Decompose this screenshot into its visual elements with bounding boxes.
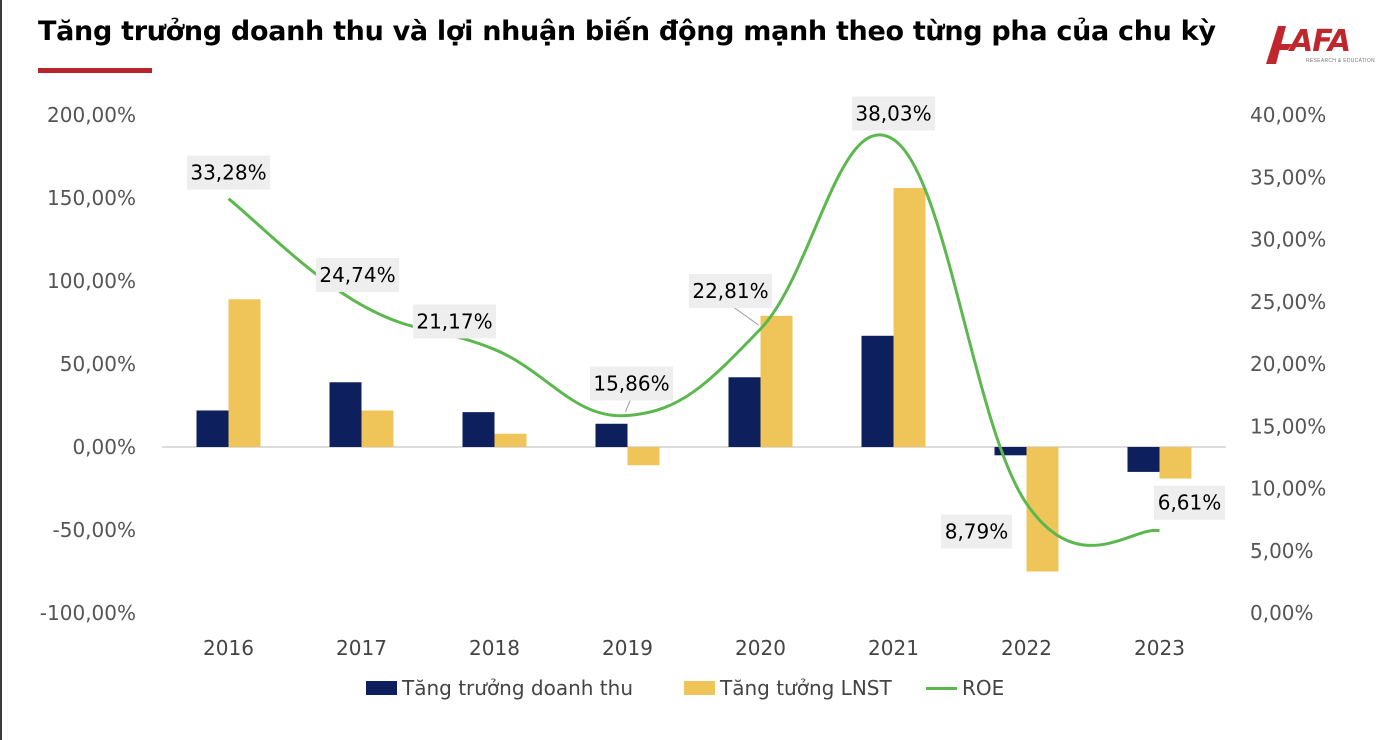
- roe-label-box: [412, 304, 497, 339]
- logo-subtext: RESEARCH & EDUCATION: [1306, 58, 1375, 64]
- legend-swatch-profit: [684, 681, 715, 695]
- title-underline: [38, 68, 152, 73]
- legend-swatch-revenue: [366, 681, 397, 695]
- roe-data-label: 24,74%: [319, 263, 395, 287]
- y-left-tick-label: 150,00%: [47, 186, 136, 210]
- roe-data-label: 21,17%: [416, 309, 492, 333]
- y-right-tick-label: 5,00%: [1250, 539, 1314, 563]
- legend-item-revenue: Tăng trưởng doanh thu: [366, 676, 633, 700]
- bar-profit: [1159, 447, 1192, 479]
- bar-revenue: [1127, 447, 1160, 472]
- y-left-tick-label: 100,00%: [47, 269, 136, 293]
- chart-title: Tăng trưởng doanh thu và lợi nhuận biến …: [38, 16, 1216, 47]
- roe-label-box: [315, 257, 400, 292]
- bar-profit: [228, 299, 261, 447]
- bar-profit: [893, 188, 926, 448]
- roe-data-label: 8,79%: [945, 520, 1009, 544]
- y-right-tick-label: 0,00%: [1250, 601, 1314, 625]
- x-tick-label: 2017: [336, 636, 387, 660]
- logo-text: AFA: [1290, 24, 1351, 59]
- y-left-tick-label: -50,00%: [53, 518, 136, 542]
- bar-revenue: [196, 410, 229, 447]
- legend-label-profit: Tăng tưởng LNST: [720, 676, 892, 700]
- roe-label-box: [1154, 485, 1225, 520]
- y-left-tick-label: 0,00%: [72, 435, 136, 459]
- y-left-tick-label: 200,00%: [47, 103, 136, 127]
- roe-data-label: 6,61%: [1158, 491, 1222, 515]
- roe-data-label: 33,28%: [190, 161, 266, 185]
- bar-revenue: [861, 335, 894, 447]
- bar-revenue: [462, 412, 495, 447]
- y-right-tick-label: 10,00%: [1250, 477, 1326, 501]
- roe-label-box: [186, 155, 271, 190]
- bar-profit: [627, 447, 660, 466]
- x-tick-label: 2018: [469, 636, 520, 660]
- y-right-tick-label: 35,00%: [1250, 165, 1326, 189]
- bar-revenue: [595, 423, 628, 447]
- chart-legend: Tăng trưởng doanh thu Tăng tưởng LNST RO…: [0, 676, 1398, 708]
- y-right-tick-label: 30,00%: [1250, 228, 1326, 252]
- roe-data-label: 15,86%: [593, 372, 669, 396]
- x-tick-label: 2023: [1134, 636, 1185, 660]
- roe-label-box: [941, 514, 1012, 549]
- roe-data-label: 22,81%: [692, 279, 768, 303]
- y-left-tick-label: 50,00%: [60, 352, 136, 376]
- roe-data-label: 38,03%: [855, 102, 931, 126]
- legend-label-revenue: Tăng trưởng doanh thu: [402, 676, 633, 700]
- legend-item-profit: Tăng tưởng LNST: [684, 676, 892, 700]
- y-left-tick-label: -100,00%: [40, 601, 136, 625]
- bar-profit: [760, 315, 793, 447]
- bar-revenue: [994, 447, 1027, 456]
- x-tick-label: 2022: [1001, 636, 1052, 660]
- y-right-tick-label: 15,00%: [1250, 414, 1326, 438]
- bar-revenue: [329, 382, 362, 447]
- roe-label-box: [589, 366, 674, 401]
- afa-logo-mark: [1266, 26, 1292, 64]
- y-right-tick-label: 25,00%: [1250, 290, 1326, 314]
- legend-label-roe: ROE: [962, 676, 1005, 700]
- legend-item-roe: ROE: [926, 676, 1004, 700]
- x-tick-label: 2021: [868, 636, 919, 660]
- bar-profit: [494, 433, 527, 447]
- y-right-tick-label: 20,00%: [1250, 352, 1326, 376]
- left-frame-border: [0, 0, 2, 740]
- x-tick-label: 2016: [203, 636, 254, 660]
- bar-profit: [361, 410, 394, 447]
- afa-logo: AFA RESEARCH & EDUCATION: [1262, 22, 1388, 72]
- roe-label-box: [688, 274, 773, 309]
- roe-leader-line: [730, 304, 759, 326]
- line-roe: [227, 133, 1160, 547]
- y-right-tick-label: 40,00%: [1250, 103, 1326, 127]
- x-tick-label: 2019: [602, 636, 653, 660]
- roe-label-box: [851, 96, 936, 131]
- x-tick-label: 2020: [735, 636, 786, 660]
- bar-revenue: [728, 377, 761, 447]
- legend-line-roe: [926, 686, 957, 690]
